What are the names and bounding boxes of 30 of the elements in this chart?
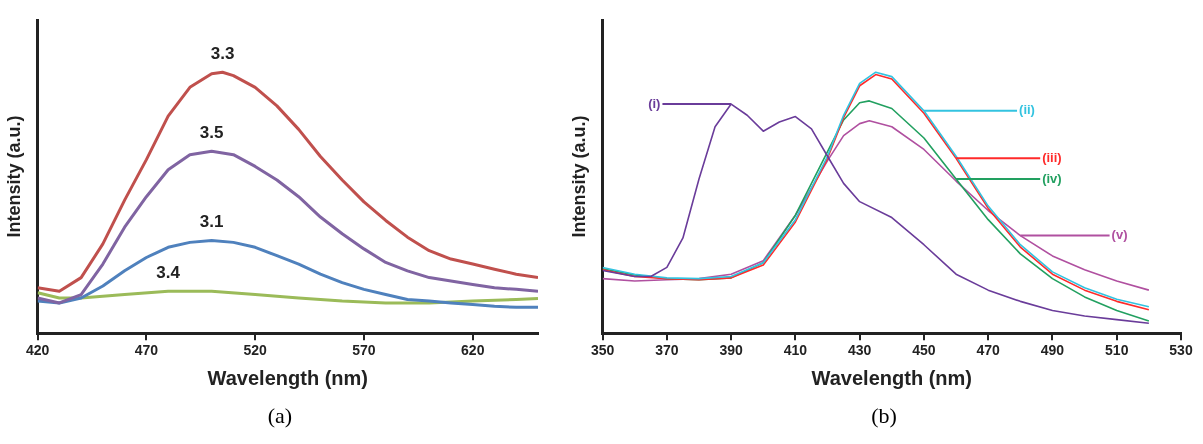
series-label: 3.5 (199, 122, 224, 142)
x-tick-label: 620 (461, 342, 485, 359)
x-tick-label: 390 (719, 342, 744, 359)
series-label: 3.3 (210, 43, 235, 63)
x-tick-label: 510 (1105, 342, 1129, 359)
x-tick-label: 490 (1040, 342, 1065, 359)
text: (iv) (1042, 170, 1062, 186)
x-tick-label: 530 (1169, 342, 1193, 359)
y-axis-title: Intensity (a.u.) (3, 115, 24, 238)
text: (v) (1111, 227, 1128, 243)
x-tick-label: 470 (134, 342, 159, 359)
text: (iii) (1042, 149, 1062, 165)
text: (a) (266, 403, 294, 429)
x-tick-label: 350 (590, 342, 615, 359)
x-tick-label: 420 (25, 342, 50, 359)
text: (ii) (1019, 102, 1035, 118)
x-tick-label: 470 (976, 342, 1001, 359)
x-tick-label: 410 (783, 342, 808, 359)
text: (i) (648, 95, 661, 111)
x-tick-label: 370 (655, 342, 679, 359)
series-label: 3.1 (199, 212, 224, 232)
series-label: 3.4 (156, 262, 181, 282)
x-tick-label: 520 (243, 342, 268, 359)
x-axis-title: Wavelength (nm) (811, 366, 972, 389)
x-tick-label: 450 (912, 342, 936, 359)
y-axis-title: Intensity (a.u.) (568, 115, 589, 238)
x-tick-label: 430 (847, 342, 872, 359)
text: (b) (870, 403, 898, 429)
x-tick-label: 570 (352, 342, 376, 359)
x-axis-title: Wavelength (nm) (207, 366, 368, 389)
